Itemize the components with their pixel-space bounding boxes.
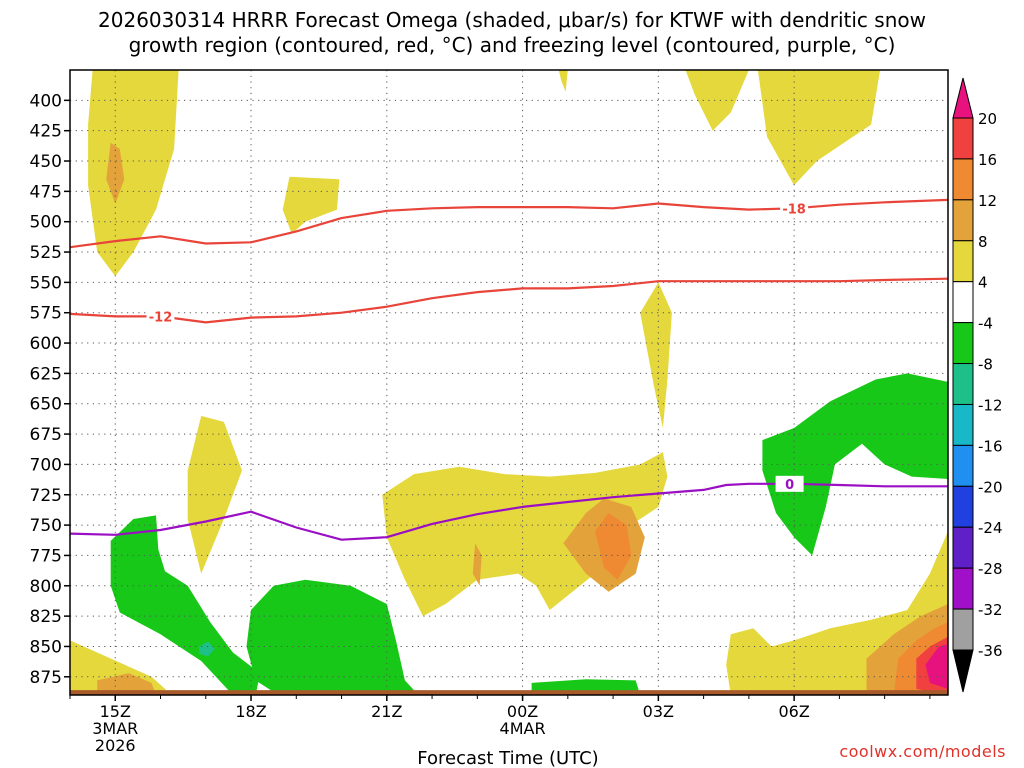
colorbar-label-6: -4 [978, 315, 993, 333]
colorbar-band-13 [952, 608, 974, 651]
colorbar-band-6 [952, 322, 974, 365]
y-tick-label-675: 675 [30, 425, 62, 445]
grid-lines [70, 70, 948, 695]
omega-region-far-upper-right [757, 70, 881, 186]
y-tick-label-725: 725 [30, 486, 62, 506]
omega-sink-low [246, 579, 419, 695]
omega-sink-left [110, 515, 261, 695]
x-tick-label-15Z-1: 3MAR [92, 719, 138, 738]
colorbar-label-4: 8 [978, 233, 988, 251]
x-tick-label-21Z-0: 21Z [371, 702, 402, 721]
omega-region-bottom-left-orange [97, 673, 156, 695]
colorbar-band-5 [952, 281, 974, 324]
y-tick-label-750: 750 [30, 516, 62, 536]
y-tick-label-575: 575 [30, 304, 62, 324]
plot-background [70, 70, 948, 695]
x-tick-label-15Z-0: 15Z [100, 702, 131, 721]
contour-label-1: -18 [782, 202, 806, 217]
title-line-1: 2026030314 HRRR Forecast Omega (shaded, … [98, 8, 926, 32]
colorbar-band-7 [952, 363, 974, 405]
colorbar-band-12 [952, 567, 974, 610]
y-tick-label-525: 525 [30, 243, 62, 263]
x-tick-label-06Z-0: 06Z [778, 702, 809, 721]
y-tick-label-800: 800 [30, 577, 62, 597]
y-tick-label-550: 550 [30, 273, 62, 293]
ground-strip [70, 690, 948, 695]
title-line-2: growth region (contoured, red, °C) and f… [128, 33, 896, 57]
x-tick-label-18Z-0: 18Z [235, 702, 266, 721]
y-tick-label-425: 425 [30, 122, 62, 142]
y-tick-label-450: 450 [30, 152, 62, 172]
omega-sink-small-cyan [199, 641, 215, 657]
omega-sink-right [762, 373, 948, 556]
omega-region-center-small [472, 543, 482, 586]
y-tick-label-850: 850 [30, 637, 62, 657]
plot-area [70, 70, 948, 695]
contour-label-3: 0 [785, 478, 794, 493]
colorbar-band-4 [952, 240, 974, 283]
colorbar-label-10: -20 [978, 478, 1003, 496]
y-tick-label-500: 500 [30, 213, 62, 233]
x-tick-label-03Z-0: 03Z [643, 702, 674, 721]
contour-line-2 [70, 277, 948, 324]
chart-title: 2026030314 HRRR Forecast Omega (shaded, … [0, 8, 1024, 58]
omega-region-left-mid [187, 415, 242, 574]
colorbar-label-1: 20 [978, 110, 997, 128]
y-tick-label-650: 650 [30, 395, 62, 415]
omega-region-mid-left [282, 176, 340, 234]
colorbar-label-8: -12 [978, 396, 1003, 414]
omega-region-upper-right [685, 70, 749, 131]
colorbar: 20 16 12 8 4 -4 -8 -12 -16 -20 -24 -28 -32 -36 [952, 77, 1003, 693]
contour-label-bg-1 [780, 200, 809, 217]
contour-label-2: -12 [149, 310, 173, 325]
axes: 400 425 450 475 500 525 550 575 600 625 650 675 700 7… [30, 69, 949, 755]
y-tick-label-775: 775 [30, 546, 62, 566]
y-tick-label-825: 825 [30, 607, 62, 627]
y-tick-label-875: 875 [30, 668, 62, 688]
colorbar-band-2 [952, 158, 974, 201]
colorbar-label-2: 16 [978, 151, 997, 169]
colorbar-label-9: -16 [978, 437, 1003, 455]
colorbar-label-13: -32 [978, 601, 1003, 619]
x-tick-label-15Z-2: 2026 [95, 736, 136, 755]
y-tick-label-475: 475 [30, 182, 62, 202]
colorbar-band-10 [952, 485, 974, 528]
omega-region-top-center [558, 70, 568, 92]
omega-region-center-core [595, 513, 632, 580]
colorbar-label-3: 12 [978, 192, 997, 210]
x-axis-label: Forecast Time (UTC) [417, 748, 598, 768]
colorbar-band-8 [952, 403, 974, 446]
contour-label-bg-3 [775, 475, 804, 492]
x-tick-label-00Z-0: 00Z [507, 702, 538, 721]
colorbar-label-11: -24 [978, 519, 1003, 537]
colorbar-band-1 [952, 117, 974, 160]
omega-region-center [382, 452, 668, 617]
plot-frame [69, 69, 949, 696]
y-tick-label-625: 625 [30, 364, 62, 384]
omega-region-center-right [640, 282, 672, 428]
colorbar-label-14: -36 [978, 642, 1003, 660]
colorbar-label-12: -28 [978, 560, 1003, 578]
colorbar-band-11 [952, 526, 974, 569]
omega-region-bottom-right-peak [925, 644, 948, 689]
y-tick-label-600: 600 [30, 334, 62, 354]
y-tick-label-400: 400 [30, 91, 62, 111]
colorbar-label-5: 4 [978, 274, 988, 292]
source-credit: coolwx.com/models [839, 742, 1006, 761]
contour-label-bg-2 [146, 308, 175, 325]
colorbar-band-9 [952, 444, 974, 487]
colorbar-top-arrow [952, 77, 974, 119]
contour-lines: -18 -12 0 [70, 198, 948, 541]
y-tick-label-700: 700 [30, 455, 62, 475]
omega-region-upper-left [88, 70, 179, 277]
colorbar-label-7: -8 [978, 356, 993, 374]
x-tick-label-00Z-1: 4MAR [500, 719, 546, 738]
colorbar-band-3 [952, 199, 974, 242]
colorbar-bottom-arrow [952, 649, 974, 693]
